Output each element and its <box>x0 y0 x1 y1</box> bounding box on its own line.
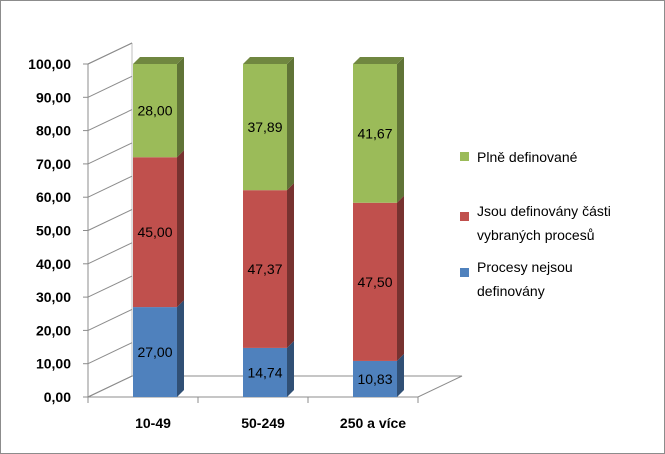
y-tick-label: 60,00 <box>36 189 71 205</box>
y-wall-tick <box>87 142 133 165</box>
y-wall-tick <box>87 275 133 298</box>
y-wall-tick <box>87 175 133 198</box>
data-label: 37,89 <box>247 119 282 135</box>
data-label: 45,00 <box>137 224 172 240</box>
legend-swatch <box>460 268 469 277</box>
bar-segment-front <box>353 64 397 203</box>
bar-segment-side <box>397 57 404 203</box>
data-label: 14,74 <box>247 364 282 380</box>
bar-segment-side <box>177 300 184 397</box>
bar-segment-side <box>287 57 294 191</box>
data-label: 47,50 <box>357 274 392 290</box>
y-tick-label: 0,00 <box>44 389 71 405</box>
y-tick-label: 10,00 <box>36 356 71 372</box>
data-label: 10,83 <box>357 371 392 387</box>
data-label: 41,67 <box>357 125 392 141</box>
y-tick-label: 20,00 <box>36 322 71 338</box>
legend-label: vybraných procesů <box>477 227 595 243</box>
y-tick-label: 50,00 <box>36 223 71 239</box>
y-tick-label: 80,00 <box>36 123 71 139</box>
bar-top <box>353 57 404 64</box>
bar-top <box>133 57 184 64</box>
y-tick-label: 40,00 <box>36 256 71 272</box>
bar-segment-side <box>177 57 184 158</box>
legend-label: Procesy nejsou <box>477 259 573 275</box>
legend-label: definovány <box>477 283 545 299</box>
x-tick-label: 50-249 <box>241 415 285 431</box>
y-wall-tick <box>87 375 133 398</box>
bar-segment-front <box>353 202 397 361</box>
y-tick-label: 100,00 <box>28 56 71 72</box>
bar-segment-side <box>287 183 294 348</box>
bar-segment-front <box>243 347 287 397</box>
y-tick-label: 30,00 <box>36 289 71 305</box>
data-label: 47,37 <box>247 261 282 277</box>
y-wall-tick <box>87 42 133 65</box>
legend-label: Plně definované <box>477 149 578 165</box>
x-tick-label: 10-49 <box>135 415 171 431</box>
x-tick-label: 250 a více <box>340 415 406 431</box>
y-wall-tick <box>87 308 133 331</box>
legend-swatch <box>460 212 469 221</box>
bar-segment-front <box>133 307 177 397</box>
bar-segment-front <box>353 360 397 397</box>
bar-segment-front <box>243 64 287 191</box>
y-tick-label: 90,00 <box>36 89 71 105</box>
y-wall-tick <box>87 75 133 98</box>
y-wall-tick <box>87 209 133 231</box>
data-label: 27,00 <box>137 344 172 360</box>
bar-segment-front <box>133 64 177 158</box>
bar-segment-front <box>243 190 287 348</box>
bar-segment-side <box>397 195 404 361</box>
bar-segment-front <box>133 157 177 308</box>
y-wall-tick <box>87 242 133 265</box>
data-label: 28,00 <box>137 103 172 119</box>
y-tick-label: 70,00 <box>36 156 71 172</box>
bar-segment-side <box>397 353 404 397</box>
legend-label: Jsou definovány části <box>477 203 611 219</box>
y-wall-tick <box>87 342 133 365</box>
bar-top <box>243 57 294 64</box>
y-wall-tick <box>87 109 133 132</box>
bar-segment-side <box>287 340 294 397</box>
bar-segment-side <box>177 150 184 308</box>
legend-swatch <box>460 152 469 161</box>
